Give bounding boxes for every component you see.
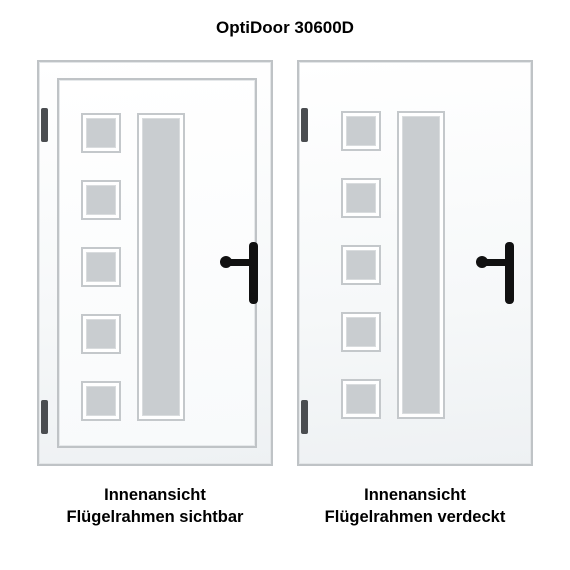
glass-square xyxy=(341,379,381,419)
caption-line: Innenansicht xyxy=(67,484,244,506)
caption-line: Flügelrahmen sichtbar xyxy=(67,506,244,528)
glass-square xyxy=(341,245,381,285)
glass-square xyxy=(341,111,381,151)
hinge-icon xyxy=(41,108,48,142)
handle-lever-icon xyxy=(480,259,510,266)
glass-square xyxy=(341,178,381,218)
left-column: Innenansicht Flügelrahmen sichtbar xyxy=(37,60,273,529)
keyhole-icon xyxy=(250,293,256,299)
right-door xyxy=(297,60,533,466)
caption-line: Innenansicht xyxy=(325,484,506,506)
keyhole-icon xyxy=(506,293,512,299)
caption-line: Flügelrahmen verdeckt xyxy=(325,506,506,528)
left-door xyxy=(37,60,273,466)
doors-row: Innenansicht Flügelrahmen sichtbar Innen… xyxy=(0,60,570,529)
right-caption: Innenansicht Flügelrahmen verdeckt xyxy=(325,484,506,529)
glass-strip xyxy=(137,113,185,421)
right-column: Innenansicht Flügelrahmen verdeckt xyxy=(297,60,533,529)
glass-square xyxy=(81,314,121,354)
hinge-icon xyxy=(41,400,48,434)
glass-square xyxy=(81,113,121,153)
glass-square xyxy=(341,312,381,352)
handle-lever-icon xyxy=(224,259,254,266)
glass-square xyxy=(81,180,121,220)
glass-square xyxy=(81,381,121,421)
glass-strip xyxy=(397,111,445,419)
product-title: OptiDoor 30600D xyxy=(0,0,570,38)
left-caption: Innenansicht Flügelrahmen sichtbar xyxy=(67,484,244,529)
glass-square xyxy=(81,247,121,287)
